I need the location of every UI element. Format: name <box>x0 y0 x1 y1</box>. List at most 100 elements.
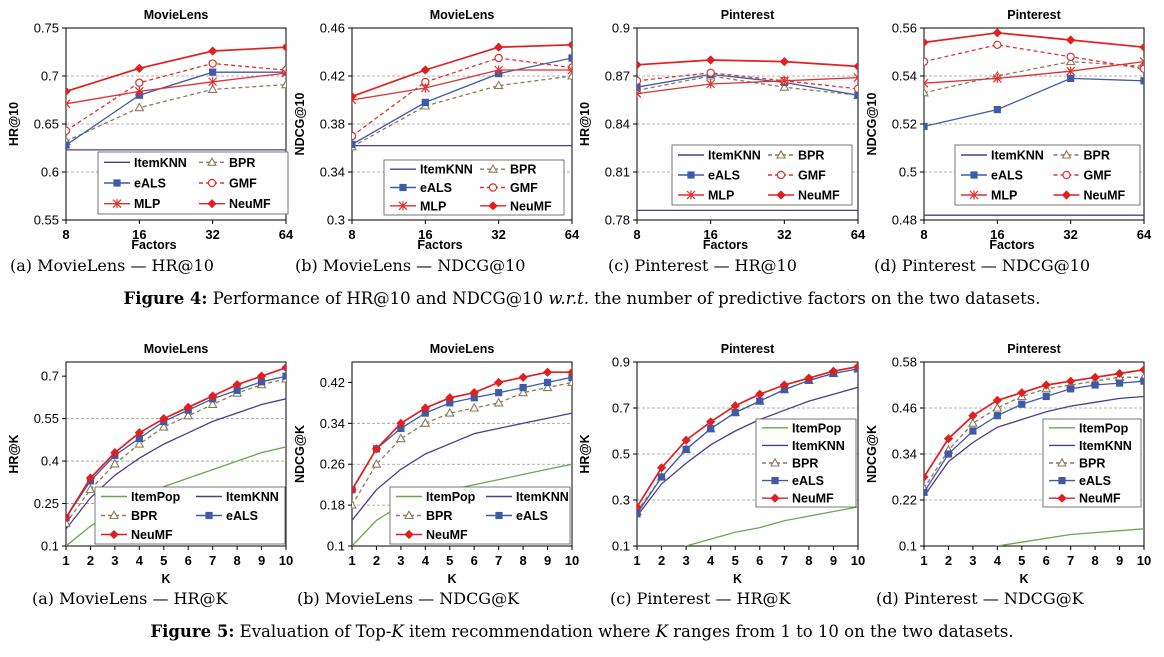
legend-label-bpr: BPR <box>131 509 157 523</box>
figure5-caption-post2: ranges from 1 to 10 on the two datasets. <box>667 622 1014 641</box>
legend-label-itempop: ItemPop <box>426 490 476 504</box>
point-bpr <box>85 484 96 493</box>
y-axis-label: HR@K <box>7 434 21 473</box>
y-tick-label: 0.5 <box>899 165 917 180</box>
series-line-bpr <box>637 75 858 96</box>
point-neumf <box>637 502 642 512</box>
legend-box <box>755 418 857 508</box>
plot-frame <box>65 361 287 547</box>
y-tick-label: 0.46 <box>892 401 917 416</box>
y-tick-label: 0.6 <box>41 165 59 180</box>
point-neumf <box>420 403 430 413</box>
legend-label-neumf: NeuMF <box>1084 189 1126 203</box>
legend-label-itempop: ItemPop <box>792 421 842 435</box>
x-tick-label: 1 <box>633 553 640 568</box>
x-tick-label: 5 <box>446 553 453 568</box>
legend-marker-eals <box>495 511 503 520</box>
point-eals <box>421 98 429 106</box>
legend-label-neumf: NeuMF <box>426 528 468 542</box>
point-bpr <box>134 102 145 112</box>
point-neumf <box>1139 42 1144 52</box>
figure5-caption-pre: Evaluation of Top- <box>234 622 392 641</box>
series-line-itempop <box>995 528 1144 546</box>
point-bpr <box>542 382 553 392</box>
point-neumf <box>396 418 406 428</box>
legend-label-itemknn: ItemKNN <box>134 156 187 170</box>
chart-6: 0.1 0.18 0.26 0.34 0.42 1 2 3 4 5 6 7 8 9 10 MovieLens K… <box>293 342 579 586</box>
legend-label-itempop: ItemPop <box>1079 421 1129 435</box>
x-tick-label: 10 <box>851 553 865 568</box>
y-tick-label: 0.55 <box>34 411 59 426</box>
y-tick-label: 0.7 <box>41 69 59 84</box>
point-mlp <box>134 86 144 96</box>
y-tick-label: 0.46 <box>320 21 345 36</box>
point-mlp <box>779 76 789 86</box>
point-eals <box>397 424 405 433</box>
x-tick-label: 7 <box>781 553 788 568</box>
x-tick-label: 8 <box>920 227 927 242</box>
x-tick-label: 3 <box>397 553 404 568</box>
series-line-eals <box>924 77 1144 128</box>
point-neumf <box>256 371 267 381</box>
point-bpr <box>207 399 218 409</box>
point-neumf <box>494 377 504 388</box>
x-tick-label: 4 <box>994 553 1002 568</box>
x-tick-label: 16 <box>990 227 1004 242</box>
legend-marker-neumf <box>488 201 498 211</box>
point-eals <box>446 399 454 407</box>
subcaption-4d: (d) Pinterest — NDCG@10 <box>874 256 1091 275</box>
legend-label-mlp: MLP <box>991 189 1017 203</box>
point-mlp <box>853 73 858 83</box>
point-neumf <box>542 367 553 377</box>
point-bpr <box>469 402 480 412</box>
point-bpr <box>444 407 455 417</box>
chart-title: MovieLens <box>144 8 209 22</box>
y-tick-label: 0.55 <box>34 213 59 228</box>
series-line-itempop <box>683 506 858 546</box>
y-axis-label: HR@10 <box>7 102 21 146</box>
point-eals <box>568 373 572 381</box>
legend-label-itemknn: ItemKNN <box>516 490 569 504</box>
series-line-itemknn <box>66 398 286 530</box>
point-neumf <box>1066 376 1076 386</box>
series-line-neumf <box>924 368 1144 478</box>
legend-label-eals: eALS <box>708 169 740 183</box>
plot-frame <box>351 361 573 547</box>
x-tick-label: 2 <box>87 553 94 568</box>
legend-label-neumf: NeuMF <box>798 189 840 203</box>
x-tick-label: 10 <box>565 553 579 568</box>
y-tick-label: 0.3 <box>327 213 345 228</box>
point-bpr <box>395 433 406 443</box>
x-tick-label: 8 <box>805 553 812 568</box>
legend-marker-eals <box>687 171 695 179</box>
point-eals <box>924 122 928 130</box>
point-mlp <box>706 79 716 89</box>
series-line-neumf <box>66 366 286 519</box>
subcaption-5b: (b) MovieLens — NDCG@K <box>297 589 520 608</box>
legend-marker-mlp <box>686 190 696 200</box>
legend: ItemKNN BPR eALS GMF MLP NeuMF <box>954 144 1141 206</box>
point-neumf <box>232 380 242 390</box>
figure4-caption: Figure 4: Performance of HR@10 and NDCG@… <box>0 289 1164 308</box>
point-bpr <box>134 438 145 448</box>
x-tick-label: 32 <box>491 227 505 242</box>
point-eals <box>756 397 764 405</box>
legend: ItemKNN BPR eALS GMF MLP NeuMF <box>671 144 853 206</box>
legend-label-eals: eALS <box>420 181 452 195</box>
point-gmf <box>66 126 71 135</box>
y-tick-label: 0.4 <box>41 454 59 469</box>
point-neumf <box>110 447 120 458</box>
legend-label-bpr: BPR <box>229 156 255 170</box>
subcaption-5a: (a) MovieLens — HR@K <box>32 589 228 608</box>
y-tick-label: 0.26 <box>320 457 345 472</box>
x-tick-label: 6 <box>1043 553 1050 568</box>
chart-7: 0.1 0.3 0.5 0.7 0.9 1 2 3 4 5 6 7 8 9 10 Pinterest K HR@K… <box>578 342 865 586</box>
y-axis-label: HR@K <box>578 434 592 473</box>
x-tick-label: 64 <box>279 227 294 242</box>
point-neumf <box>924 37 929 47</box>
y-tick-label: 0.48 <box>892 213 917 228</box>
point-neumf <box>445 393 455 403</box>
y-tick-label: 0.34 <box>320 416 345 431</box>
point-eals <box>135 434 143 443</box>
x-tick-label: 32 <box>777 227 791 242</box>
